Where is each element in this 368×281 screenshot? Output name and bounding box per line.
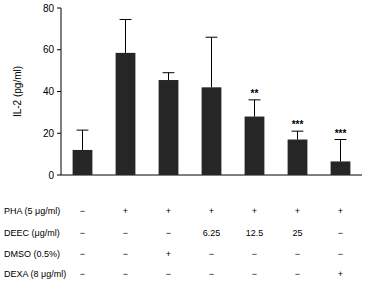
condition-value: 6.25 <box>203 228 221 238</box>
error-cap <box>335 139 347 140</box>
condition-value: + <box>123 206 128 216</box>
y-tick <box>57 91 61 92</box>
error-bar <box>292 131 304 139</box>
error-bar <box>249 100 261 117</box>
condition-value: + <box>252 206 257 216</box>
y-tick <box>57 175 61 176</box>
error-stem <box>82 130 83 150</box>
condition-value: + <box>338 269 343 279</box>
condition-value: − <box>338 228 343 238</box>
condition-value: + <box>166 206 171 216</box>
condition-value: − <box>123 249 128 259</box>
condition-value: 12.5 <box>246 228 264 238</box>
y-tick-label: 40 <box>43 86 55 97</box>
error-cap <box>120 19 132 20</box>
bar <box>245 117 265 175</box>
condition-value: + <box>338 206 343 216</box>
condition-value: − <box>252 269 257 279</box>
condition-value: 25 <box>292 228 302 238</box>
condition-value: − <box>80 269 85 279</box>
bars <box>73 19 351 175</box>
y-axis <box>61 8 62 175</box>
bar <box>116 53 136 175</box>
condition-value: − <box>166 228 171 238</box>
error-cap <box>292 131 304 132</box>
error-bar <box>77 130 89 150</box>
condition-value: + <box>209 206 214 216</box>
condition-value: − <box>252 249 257 259</box>
error-stem <box>211 37 212 87</box>
y-tick-label: 0 <box>48 170 54 181</box>
condition-value: − <box>123 269 128 279</box>
error-stem <box>168 73 169 80</box>
y-axis-label: IL-2 (pg/ml) <box>12 66 23 117</box>
error-cap <box>249 99 261 100</box>
error-cap <box>206 37 218 38</box>
error-stem <box>297 131 298 139</box>
error-stem <box>125 19 126 52</box>
y-tick-label: 60 <box>43 44 55 55</box>
y-tick-label: 20 <box>43 128 55 139</box>
bar <box>202 87 222 175</box>
error-bar <box>120 19 132 52</box>
bar <box>288 140 308 175</box>
error-stem <box>340 140 341 162</box>
error-cap <box>163 72 175 73</box>
condition-value: − <box>295 249 300 259</box>
condition-value: − <box>80 249 85 259</box>
condition-label: DEEC (μg/ml) <box>4 228 60 238</box>
chart-svg: 020406080IL-2 (pg/ml)********PHA (5 μg/m… <box>0 0 368 281</box>
error-bar <box>206 37 218 87</box>
error-cap <box>77 130 89 131</box>
y-tick <box>57 49 61 50</box>
condition-value: − <box>338 249 343 259</box>
condition-value: − <box>295 269 300 279</box>
condition-value: − <box>80 206 85 216</box>
y-tick <box>57 8 61 9</box>
condition-value: − <box>123 228 128 238</box>
condition-value: − <box>209 269 214 279</box>
condition-value: − <box>166 269 171 279</box>
significance: *** <box>292 119 304 130</box>
condition-label: DMSO (0.5%) <box>4 249 60 259</box>
significance: ** <box>251 88 259 99</box>
y-tick <box>57 133 61 134</box>
y-tick-label: 80 <box>43 3 55 14</box>
condition-label: DEXA (8 μg/ml) <box>4 269 66 279</box>
condition-label: PHA (5 μg/ml) <box>4 206 60 216</box>
error-bar <box>163 73 175 80</box>
bar <box>73 150 93 175</box>
chart-root: 020406080IL-2 (pg/ml)********PHA (5 μg/m… <box>0 0 368 281</box>
error-bar <box>335 140 347 162</box>
condition-value: + <box>166 249 171 259</box>
condition-value: − <box>80 228 85 238</box>
significance: *** <box>335 128 347 139</box>
bar <box>159 80 179 175</box>
bar <box>331 161 351 175</box>
condition-value: + <box>295 206 300 216</box>
condition-value: − <box>209 249 214 259</box>
error-stem <box>254 100 255 117</box>
